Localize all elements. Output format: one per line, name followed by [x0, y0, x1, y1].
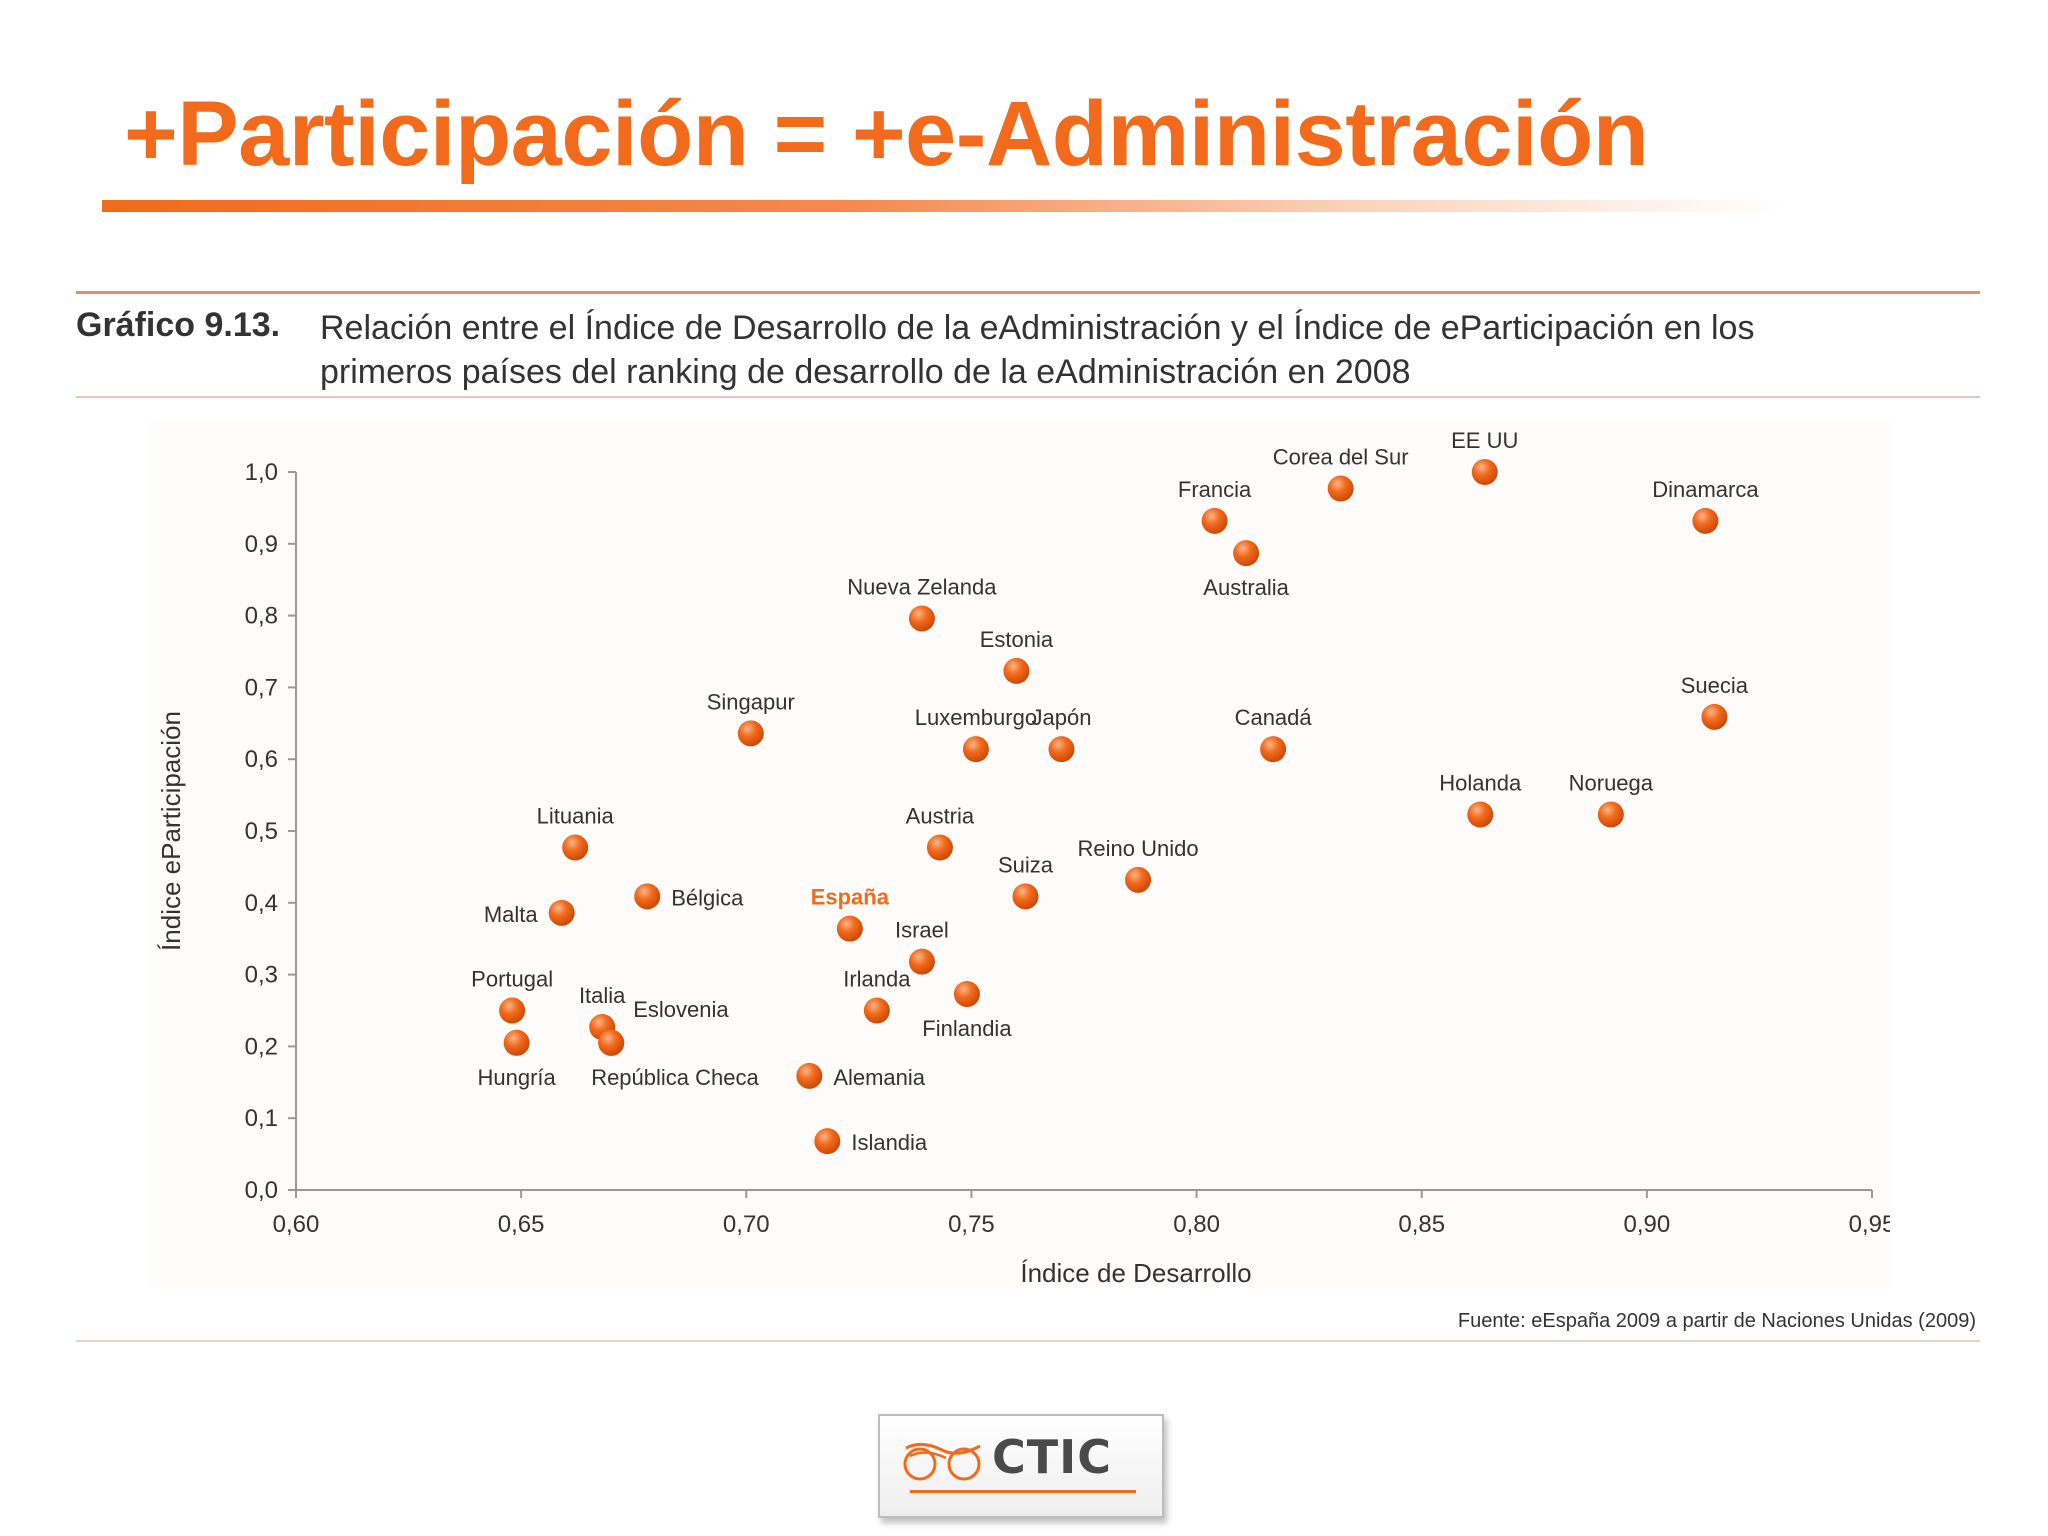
- figure-bottom-rule: [76, 1340, 1980, 1342]
- data-point-label: Estonia: [980, 627, 1054, 652]
- data-point: [1692, 507, 1719, 534]
- data-point-label: Suecia: [1681, 673, 1749, 698]
- scatter-chart: 0,60 0,65 0,70 0,75 0,80 0,85 0,90 0,95 0,0 0,1 0,…: [156, 428, 1890, 1288]
- data-point-label: Lituania: [537, 804, 615, 829]
- slide-title: +Participación = +e-Administración: [124, 83, 1649, 185]
- x-tick-label: 0,90: [1623, 1211, 1670, 1238]
- data-point-label: Bélgica: [671, 885, 744, 910]
- data-point: [1327, 475, 1354, 502]
- data-point: [863, 997, 890, 1024]
- x-tick-label: 0,60: [273, 1211, 320, 1238]
- x-tick-label: 0,75: [948, 1211, 995, 1238]
- y-tick-label: 0,3: [245, 962, 278, 989]
- data-point: [796, 1062, 823, 1089]
- chart-panel: 0,60 0,65 0,70 0,75 0,80 0,85 0,90 0,95 0,0 0,1 0,…: [150, 422, 1890, 1288]
- data-point-label: República Checa: [591, 1065, 759, 1090]
- data-point-label: Finlandia: [922, 1016, 1012, 1041]
- data-point: [598, 1029, 625, 1056]
- x-tick-label: 0,85: [1398, 1211, 1445, 1238]
- data-point: [1467, 801, 1494, 828]
- data-point: [499, 997, 526, 1024]
- data-point-label: Reino Unido: [1077, 836, 1198, 861]
- data-point: [1125, 866, 1152, 893]
- y-tick-label: 1,0: [245, 459, 278, 486]
- data-point-label: Holanda: [1439, 770, 1522, 795]
- figure-top-rule: [76, 291, 1980, 294]
- y-axis-label: Índice eParticipación: [156, 711, 186, 951]
- data-point: [1003, 657, 1030, 684]
- data-point-label: Hungría: [477, 1065, 556, 1090]
- data-point-label: Italia: [579, 983, 626, 1008]
- data-point: [962, 736, 989, 763]
- title-underline: [102, 200, 1782, 212]
- data-point-label: Singapur: [707, 689, 795, 714]
- data-point-label: Japón: [1032, 705, 1092, 730]
- data-point: [1260, 736, 1287, 763]
- data-point-label: Eslovenia: [633, 997, 729, 1022]
- data-point-label: Irlanda: [843, 967, 911, 992]
- x-tick-label: 0,95: [1849, 1211, 1890, 1238]
- data-point: [814, 1128, 841, 1155]
- data-point-label: Alemania: [833, 1065, 925, 1090]
- data-point: [1471, 459, 1498, 485]
- figure-caption: Relación entre el Índice de Desarrollo d…: [320, 309, 1755, 391]
- y-tick-label: 0,6: [245, 746, 278, 773]
- data-point-label: España: [811, 885, 890, 910]
- source-note: Fuente: eEspaña 2009 a partir de Nacione…: [1457, 1310, 1976, 1332]
- data-point-label: Portugal: [471, 967, 553, 992]
- data-point-label: Malta: [484, 902, 539, 927]
- y-tick-label: 0,7: [245, 674, 278, 701]
- data-point: [953, 980, 980, 1007]
- data-point-label: Noruega: [1569, 770, 1654, 795]
- y-tick-label: 0,8: [245, 603, 278, 630]
- cyclist-logo-icon: [903, 1443, 981, 1481]
- data-point: [634, 883, 661, 910]
- logo-text: CTIC: [992, 1430, 1113, 1484]
- data-point: [1201, 507, 1228, 534]
- y-tick-label: 0,5: [245, 818, 278, 845]
- data-point-label: EE UU: [1451, 428, 1518, 453]
- x-axis-label: Índice de Desarrollo: [1020, 1258, 1251, 1288]
- data-point: [503, 1029, 530, 1056]
- data-point-label: Suiza: [998, 852, 1054, 877]
- data-point-label: Dinamarca: [1652, 477, 1759, 502]
- data-point-label: Nueva Zelanda: [847, 574, 997, 599]
- data-point: [1233, 540, 1260, 567]
- data-point-label: Austria: [906, 804, 975, 829]
- data-point: [1597, 801, 1624, 828]
- data-point-label: Canadá: [1235, 705, 1313, 730]
- data-point: [1701, 703, 1728, 730]
- data-point-label: Corea del Sur: [1273, 445, 1409, 470]
- y-tick-label: 0,4: [245, 890, 278, 917]
- data-point-label: Australia: [1203, 575, 1289, 600]
- data-point-label: Luxemburgo: [915, 705, 1037, 730]
- ctic-logo: CTIC: [878, 1414, 1164, 1518]
- data-point: [737, 720, 764, 747]
- data-point-label: Israel: [895, 918, 949, 943]
- x-tick-label: 0,70: [723, 1211, 770, 1238]
- y-tick-label: 0,9: [245, 531, 278, 558]
- figure-mid-rule: [76, 396, 1980, 398]
- logo-underline: [910, 1490, 1136, 1493]
- y-tick-label: 0,2: [245, 1033, 278, 1060]
- data-point-label: Francia: [1178, 477, 1252, 502]
- data-point: [926, 834, 953, 861]
- x-tick-label: 0,80: [1173, 1211, 1220, 1238]
- data-point: [836, 915, 863, 942]
- data-point: [1048, 736, 1075, 763]
- figure-label: Gráfico 9.13.: [76, 306, 281, 344]
- y-tick-label: 0,1: [245, 1105, 278, 1132]
- data-point: [1012, 883, 1039, 910]
- data-point-label: Islandia: [851, 1130, 928, 1155]
- data-point: [908, 948, 935, 975]
- data-point: [562, 834, 589, 861]
- data-point: [908, 605, 935, 632]
- y-tick-label: 0,0: [245, 1177, 278, 1204]
- x-tick-label: 0,65: [498, 1211, 545, 1238]
- data-point: [548, 899, 575, 926]
